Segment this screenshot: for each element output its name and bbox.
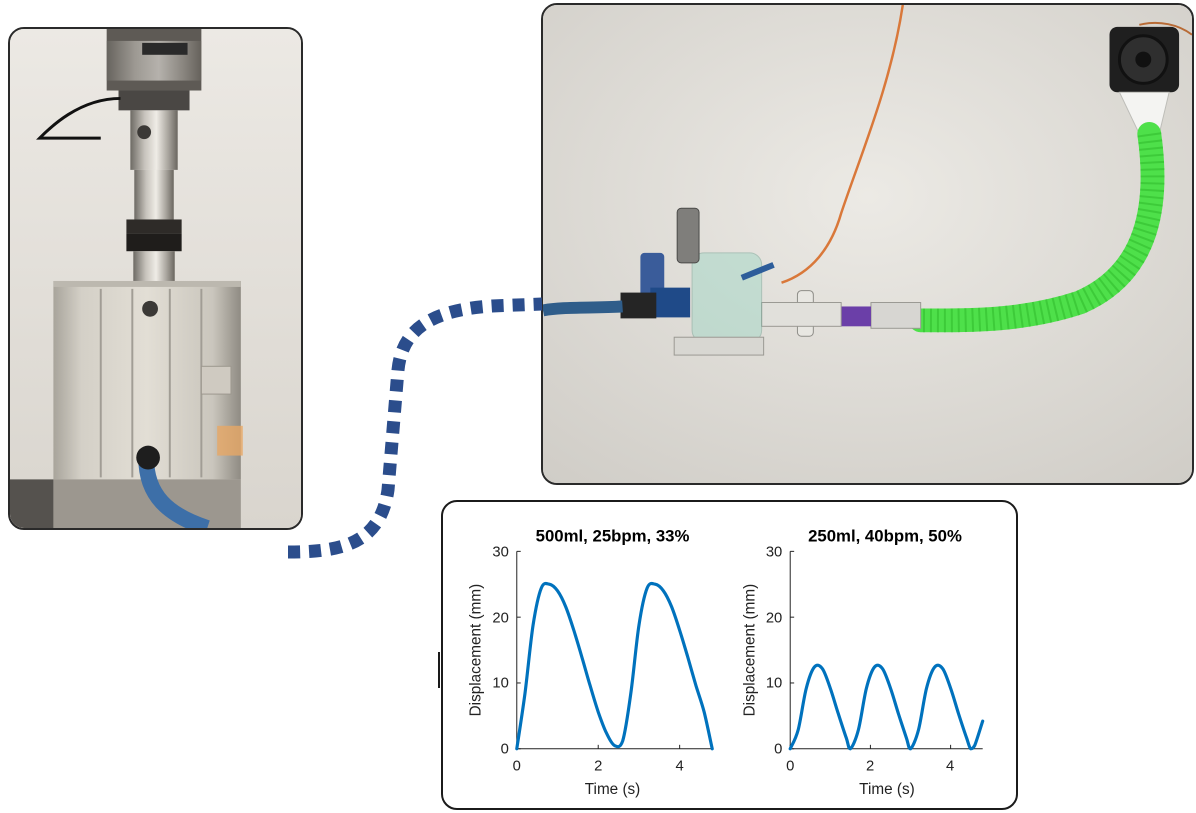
chart-2-xtick-2: 2: [866, 758, 874, 774]
displacement-charts-panel: 500ml, 25bpm, 33% 0 10 20 30 0 2 4 Time …: [441, 500, 1018, 810]
chart-2-xlabel: Time (s): [859, 781, 915, 798]
chart-1-xtick-4: 4: [676, 758, 684, 774]
breathing-circuit-photo: [541, 3, 1194, 485]
chart-2-title: 250ml, 40bpm, 50%: [808, 526, 962, 545]
chart-2-xtick-0: 0: [786, 758, 794, 774]
chart-1-ytick-30: 30: [492, 544, 508, 560]
chart-1-xlabel: Time (s): [585, 781, 641, 798]
chart-1-xtick-0: 0: [513, 758, 521, 774]
actuator-photo: [8, 27, 303, 530]
chart-2-series-line: [788, 663, 985, 751]
displacement-charts: 500ml, 25bpm, 33% 0 10 20 30 0 2 4 Time …: [467, 526, 985, 798]
chart-2-ticks: [789, 550, 952, 750]
panel-edge-mark: [438, 652, 440, 688]
chart-1-ytick-10: 10: [492, 676, 508, 692]
chart-2-ylabel: Displacement (mm): [742, 584, 759, 717]
chart-1-xtick-2: 2: [594, 758, 602, 774]
chart-2-xtick-4: 4: [946, 758, 954, 774]
chart-1-axes: [516, 551, 713, 750]
chart-1-series-line: [515, 581, 714, 751]
chart-1-title: 500ml, 25bpm, 33%: [536, 526, 690, 545]
chart-2-ytick-0: 0: [774, 742, 782, 758]
actuator-illustration: [10, 29, 301, 528]
chart-1-ylabel: Displacement (mm): [467, 584, 484, 717]
chart-2-axes: [789, 551, 983, 750]
chart-1-ticks: [516, 550, 681, 750]
chart-1: 500ml, 25bpm, 33% 0 10 20 30 0 2 4 Time …: [467, 526, 714, 798]
chart-2-ytick-20: 20: [766, 610, 782, 626]
chart-1-ytick-20: 20: [492, 610, 508, 626]
breathing-circuit-illustration: [543, 5, 1192, 483]
chart-2-ytick-30: 30: [766, 544, 782, 560]
chart-2: 250ml, 40bpm, 50% 0 10 20 30 0 2 4 Time …: [742, 526, 985, 798]
chart-1-ytick-0: 0: [501, 742, 509, 758]
chart-2-ytick-10: 10: [766, 676, 782, 692]
